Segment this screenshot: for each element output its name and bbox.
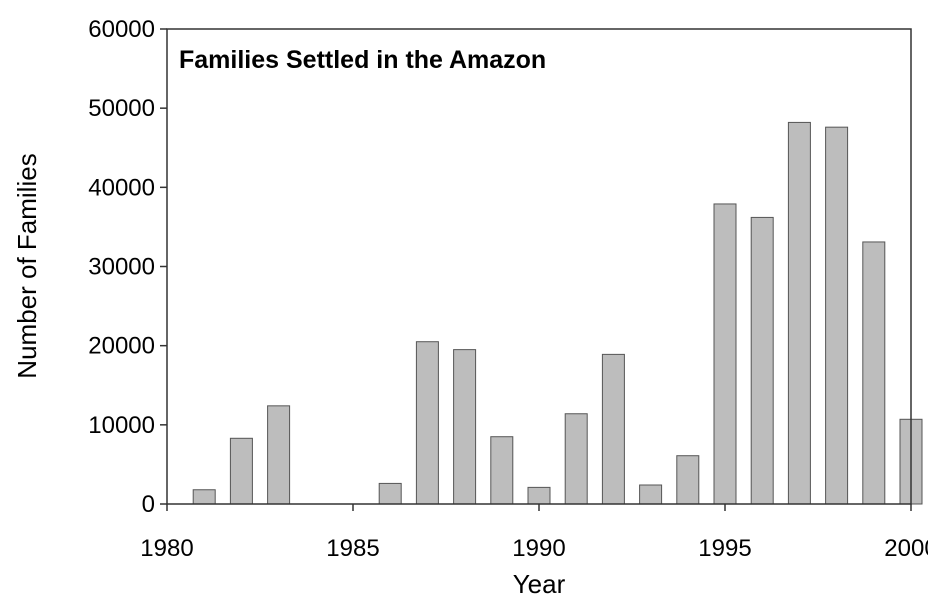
y-axis-ticks: 0 10000 20000 30000 40000 50000 60000 bbox=[88, 16, 167, 518]
bar-1997 bbox=[787, 121, 811, 505]
bar-1981 bbox=[192, 489, 216, 505]
y-tick-label: 20000 bbox=[88, 333, 155, 360]
bar-1993 bbox=[639, 484, 663, 505]
x-axis-ticks: 1980 1985 1990 1995 2000 bbox=[140, 504, 928, 562]
chart-title: Families Settled in the Amazon bbox=[179, 46, 546, 74]
x-tick-label: 1990 bbox=[512, 535, 565, 562]
x-tick-label: 1985 bbox=[326, 535, 379, 562]
bar-1989 bbox=[490, 436, 514, 505]
bar-1999 bbox=[862, 241, 886, 505]
bar-1991 bbox=[564, 413, 588, 505]
y-tick-label: 50000 bbox=[88, 95, 155, 122]
bar-1996 bbox=[750, 216, 774, 505]
y-tick-label: 0 bbox=[142, 491, 155, 518]
bar-1995 bbox=[713, 203, 737, 505]
bar-1994 bbox=[676, 455, 700, 505]
bar-1983 bbox=[267, 405, 291, 505]
bars-group bbox=[192, 121, 923, 505]
bar-1988 bbox=[453, 349, 477, 505]
bar-1990 bbox=[527, 486, 551, 505]
bar-1992 bbox=[601, 353, 625, 505]
x-tick-label: 2000 bbox=[884, 535, 928, 562]
bar-1986 bbox=[378, 482, 402, 505]
x-tick-label: 1995 bbox=[698, 535, 751, 562]
y-tick-label: 10000 bbox=[88, 412, 155, 439]
bar-1982 bbox=[229, 437, 253, 505]
y-tick-label: 30000 bbox=[88, 254, 155, 281]
y-tick-label: 40000 bbox=[88, 174, 155, 201]
bar-1998 bbox=[825, 126, 849, 505]
x-tick-label: 1980 bbox=[140, 535, 193, 562]
y-axis-title: Number of Families bbox=[12, 153, 42, 378]
x-axis-title: Year bbox=[513, 569, 566, 599]
bar-1987 bbox=[415, 341, 439, 505]
y-tick-label: 60000 bbox=[88, 16, 155, 43]
